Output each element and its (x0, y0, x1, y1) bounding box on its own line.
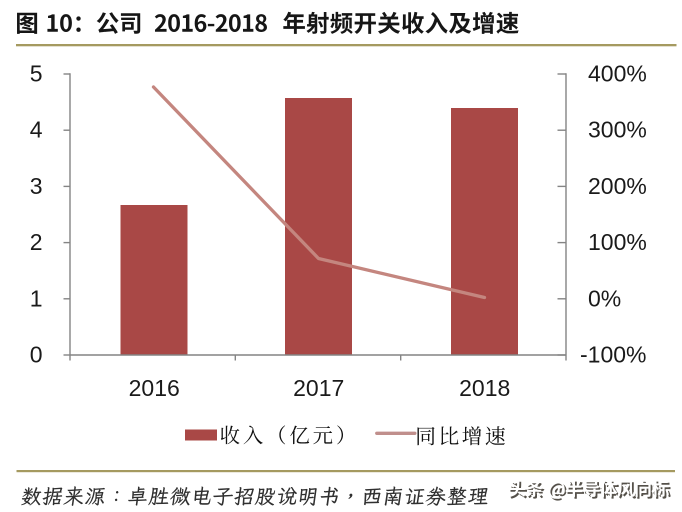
svg-text:-100%: -100% (580, 342, 646, 368)
svg-text:100%: 100% (588, 229, 647, 255)
svg-text:2018: 2018 (459, 375, 510, 401)
svg-text:0%: 0% (588, 285, 621, 311)
svg-text:2016: 2016 (129, 375, 180, 401)
svg-text:3: 3 (30, 173, 43, 199)
svg-text:200%: 200% (588, 173, 647, 199)
svg-text:1: 1 (30, 285, 43, 311)
svg-text:0: 0 (30, 342, 43, 368)
svg-text:300%: 300% (588, 117, 647, 143)
svg-text:5: 5 (30, 61, 43, 87)
svg-text:400%: 400% (588, 61, 647, 87)
svg-text:2: 2 (30, 229, 43, 255)
svg-text:4: 4 (30, 117, 43, 143)
svg-text:2017: 2017 (293, 375, 344, 401)
